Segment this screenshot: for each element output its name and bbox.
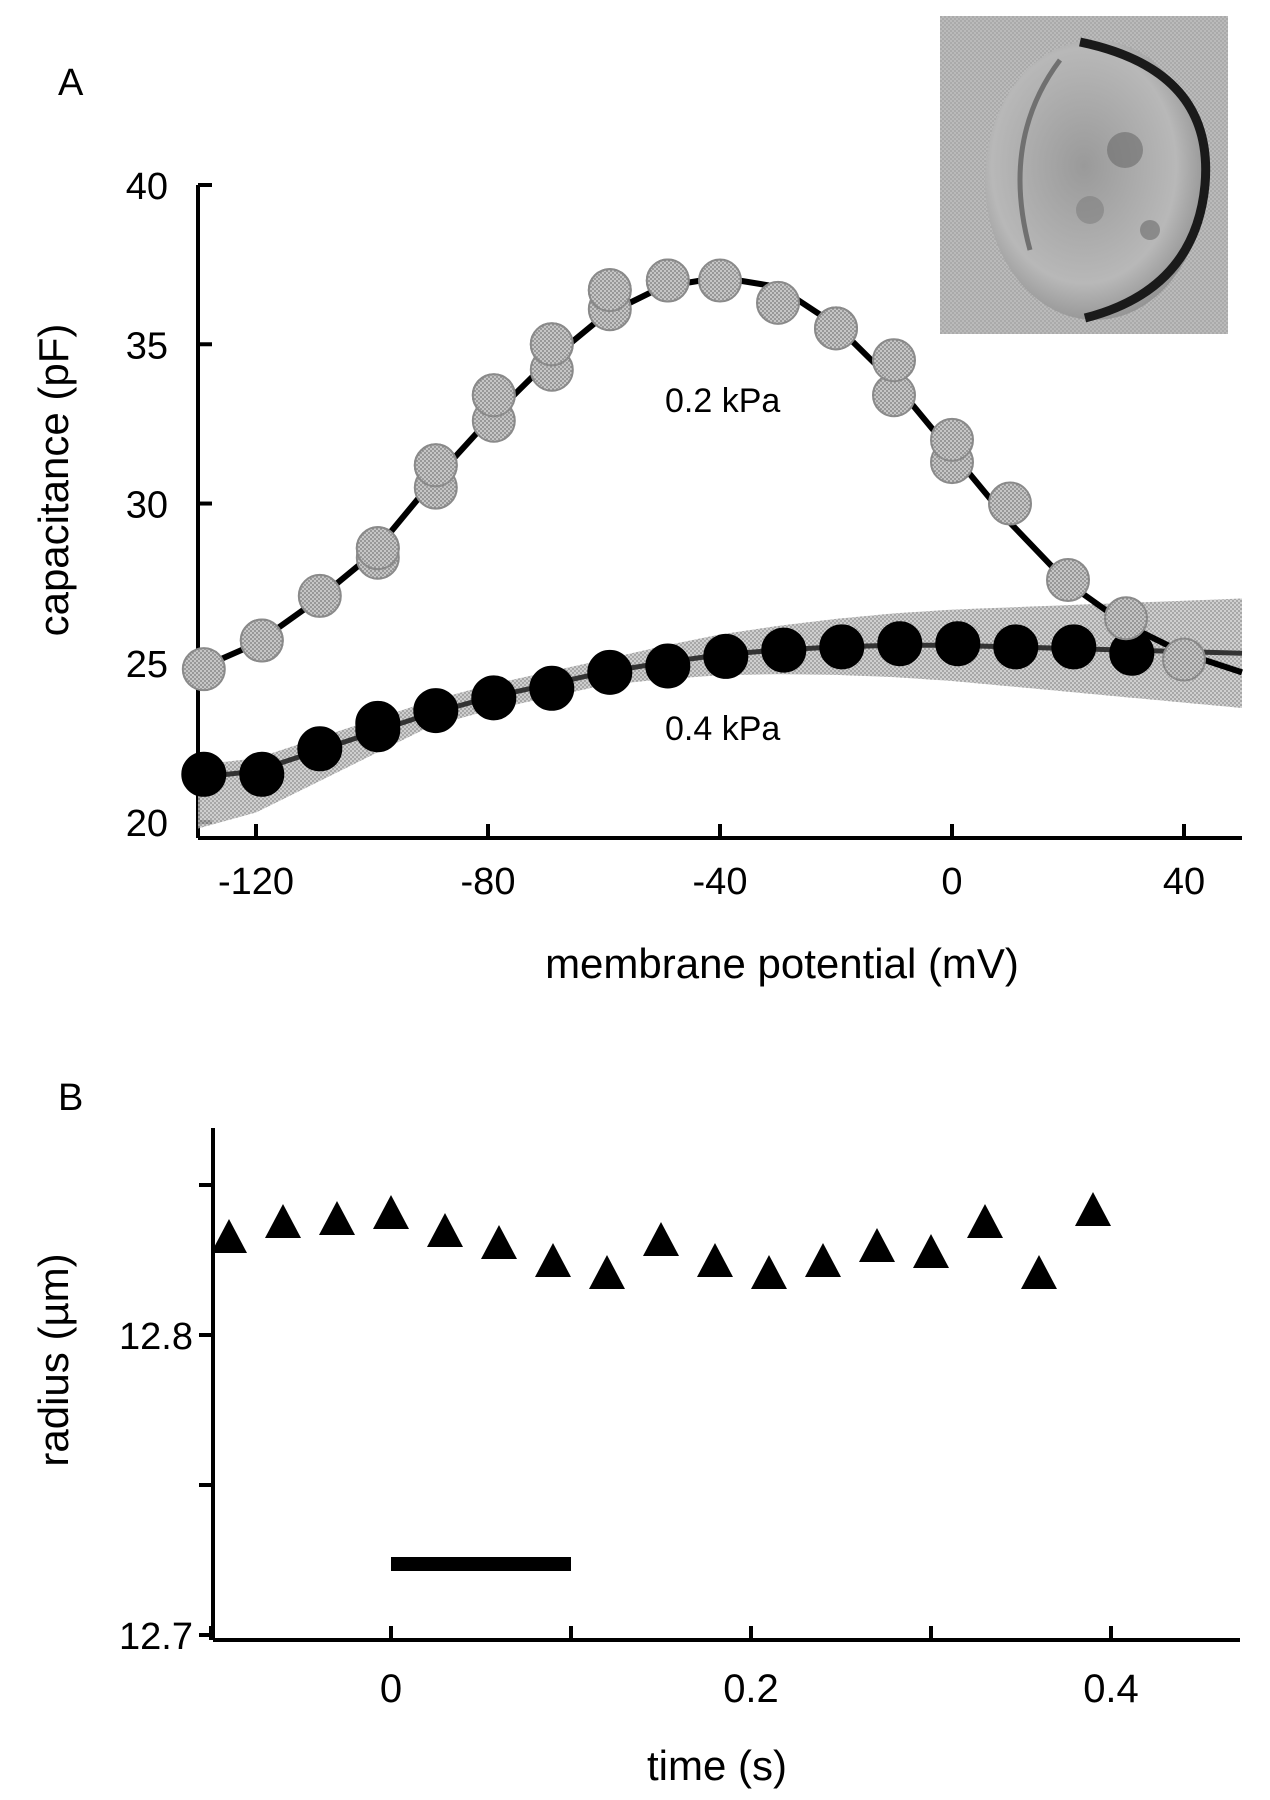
data-point-triangle <box>751 1255 787 1289</box>
y-tick-label: 40 <box>126 166 168 208</box>
data-point-0-4-kpa <box>471 675 517 721</box>
data-point-triangle <box>1075 1192 1111 1226</box>
data-point-0-2-kpa <box>181 647 226 692</box>
panel-a-label: A <box>58 62 84 104</box>
inset-cell-micrograph <box>940 16 1228 334</box>
stimulus-bar-rect <box>391 1557 571 1571</box>
panel-b-axes: 12.7 12.8 0 0.2 0.4 <box>119 1128 1240 1711</box>
data-point-0-4-kpa <box>761 627 807 673</box>
y-tick-label: 25 <box>126 644 168 686</box>
data-point-0-4-kpa <box>529 665 575 711</box>
y-tick-label: 12.7 <box>119 1616 193 1658</box>
stimulus-bar <box>391 1557 571 1571</box>
data-point-0-2-kpa <box>872 338 916 383</box>
confidence-band <box>198 598 1242 829</box>
data-point-0-2-kpa <box>1162 637 1206 682</box>
data-point-0-4-kpa <box>877 621 923 667</box>
data-point-0-2-kpa <box>1104 596 1148 641</box>
data-point-0-4-kpa <box>181 751 227 797</box>
x-tick-label: 0.2 <box>723 1667 779 1711</box>
data-point-triangle <box>319 1201 355 1235</box>
panel-b-points <box>211 1192 1111 1289</box>
panel-b: B 12.7 12.8 0 0.2 0.4 time (s) radius (µm) <box>30 1077 1240 1789</box>
data-point-0-2-kpa <box>645 258 690 303</box>
series-label-0-4-kpa: 0.4 kPa <box>665 710 780 748</box>
data-point-0-2-kpa <box>413 443 458 488</box>
panel-a-axes: 20 25 30 35 40 -120 -80 -40 0 40 <box>126 166 1242 903</box>
data-point-0-2-kpa <box>297 573 342 618</box>
panel-a-xlabel: membrane potential (mV) <box>545 940 1019 987</box>
x-tick-label: -120 <box>218 861 294 903</box>
data-point-0-2-kpa <box>988 481 1032 526</box>
data-point-0-2-kpa <box>471 373 516 418</box>
y-tick-label: 20 <box>126 803 168 845</box>
data-point-0-4-kpa <box>239 751 285 797</box>
data-point-triangle <box>913 1234 949 1268</box>
data-point-0-4-kpa <box>819 624 865 670</box>
data-point-triangle <box>427 1213 463 1247</box>
x-tick-label: 0 <box>941 861 962 903</box>
data-point-0-4-kpa <box>587 649 633 695</box>
panel-a: A 20 25 30 35 40 -120 -80 -40 0 40 0.2 kPa 0.4 kP… <box>30 16 1243 987</box>
panel-b-label: B <box>58 1077 83 1119</box>
data-point-triangle <box>1021 1255 1057 1289</box>
y-tick-label: 35 <box>126 325 168 367</box>
y-tick-label: 30 <box>126 485 168 527</box>
data-point-triangle <box>805 1243 841 1277</box>
y-tick-label: 12.8 <box>119 1316 193 1358</box>
x-tick-label: -80 <box>461 861 516 903</box>
data-point-0-2-kpa <box>355 526 400 571</box>
data-point-0-2-kpa <box>239 618 284 663</box>
data-point-triangle <box>211 1219 247 1253</box>
x-tick-label: 0 <box>380 1667 402 1711</box>
data-point-triangle <box>373 1195 409 1229</box>
x-tick-label: 0.4 <box>1083 1667 1139 1711</box>
data-point-0-2-kpa <box>814 306 858 351</box>
fit-lines <box>196 274 1243 780</box>
panel-a-points <box>181 258 1206 797</box>
x-tick-label: -40 <box>693 861 748 903</box>
data-point-triangle <box>589 1255 625 1289</box>
data-point-0-4-kpa <box>993 624 1039 670</box>
data-point-0-2-kpa <box>756 280 800 325</box>
data-point-0-2-kpa <box>587 268 632 313</box>
data-point-0-2-kpa <box>698 258 742 303</box>
x-tick-label: 40 <box>1163 861 1205 903</box>
data-point-triangle <box>859 1228 895 1262</box>
data-point-0-4-kpa <box>935 621 981 667</box>
data-point-0-4-kpa <box>413 688 459 734</box>
data-point-triangle <box>481 1225 517 1259</box>
data-point-triangle <box>697 1243 733 1277</box>
data-point-0-4-kpa <box>645 643 691 689</box>
data-point-0-2-kpa <box>529 322 574 367</box>
panel-b-xlabel: time (s) <box>647 1742 787 1789</box>
data-point-triangle <box>265 1204 301 1238</box>
data-point-0-4-kpa <box>1051 624 1097 670</box>
data-point-0-4-kpa <box>355 700 401 746</box>
confidence-band-area <box>198 598 1242 829</box>
data-point-triangle <box>643 1222 679 1256</box>
data-point-0-4-kpa <box>703 633 749 679</box>
panel-a-ylabel: capacitance (pF) <box>30 324 77 637</box>
data-point-triangle <box>967 1204 1003 1238</box>
data-point-0-4-kpa <box>297 726 343 772</box>
series-label-0-2-kpa: 0.2 kPa <box>665 382 780 420</box>
data-point-0-2-kpa <box>1046 557 1090 602</box>
data-point-0-2-kpa <box>930 417 974 462</box>
panel-b-ylabel: radius (µm) <box>30 1253 77 1466</box>
data-point-triangle <box>535 1243 571 1277</box>
